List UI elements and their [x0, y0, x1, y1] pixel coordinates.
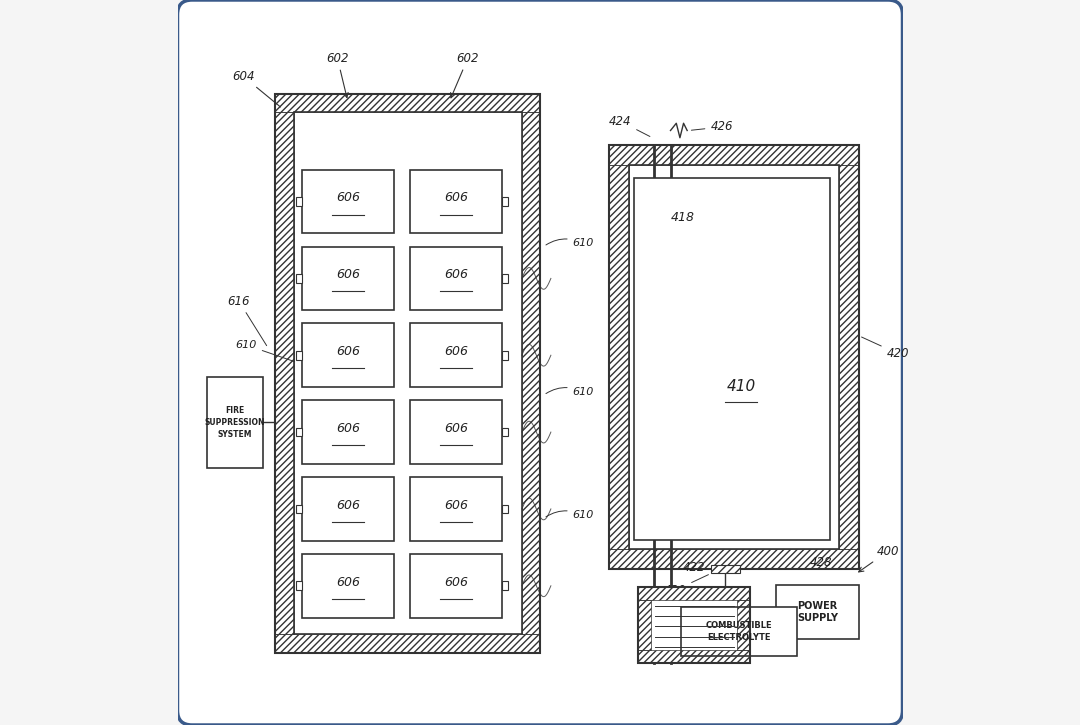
Bar	[502, 197, 508, 206]
Text: 430: 430	[664, 575, 708, 597]
Text: 606: 606	[444, 191, 469, 204]
FancyBboxPatch shape	[177, 0, 903, 725]
Text: 602: 602	[326, 51, 349, 98]
Bar	[302, 170, 394, 233]
Text: FIRE
SUPPRESSION
SYSTEM: FIRE SUPPRESSION SYSTEM	[204, 406, 265, 439]
Bar	[630, 165, 839, 549]
Text: 410: 410	[727, 378, 756, 394]
Bar	[294, 112, 522, 634]
Bar	[296, 197, 302, 206]
Bar	[638, 587, 751, 663]
Bar	[502, 274, 508, 283]
Bar	[410, 400, 502, 464]
Text: COMBUSTIBLE
ELECTROLYTE: COMBUSTIBLE ELECTROLYTE	[706, 621, 772, 642]
Bar	[638, 600, 651, 650]
Text: 606: 606	[336, 191, 361, 204]
Text: 604: 604	[232, 70, 281, 107]
Bar	[296, 428, 302, 436]
Text: 610: 610	[545, 239, 594, 249]
Bar	[206, 377, 264, 468]
Text: 606: 606	[444, 268, 469, 281]
Bar	[275, 112, 294, 634]
Bar	[609, 145, 859, 569]
Bar	[502, 351, 508, 360]
Bar	[638, 587, 751, 600]
Bar	[275, 634, 540, 652]
Text: 606: 606	[336, 499, 361, 512]
Bar	[638, 587, 751, 663]
Text: 606: 606	[336, 345, 361, 358]
Bar	[296, 505, 302, 513]
Text: 400: 400	[859, 544, 900, 572]
Bar	[296, 274, 302, 283]
Bar	[410, 323, 502, 387]
Bar	[609, 145, 859, 569]
Bar	[502, 505, 508, 513]
Bar	[502, 428, 508, 436]
Bar	[609, 549, 859, 569]
Text: 606: 606	[336, 422, 361, 435]
Text: 426: 426	[691, 120, 733, 133]
Bar	[775, 585, 859, 639]
Bar	[296, 351, 302, 360]
Bar	[302, 477, 394, 541]
Text: 420: 420	[862, 337, 909, 360]
Text: 610: 610	[545, 387, 594, 397]
Text: 610: 610	[235, 340, 295, 362]
Text: 422: 422	[683, 561, 705, 574]
Text: 424: 424	[609, 115, 650, 136]
Bar	[609, 165, 630, 549]
Bar	[839, 165, 859, 549]
Text: 610: 610	[545, 510, 594, 521]
Bar	[302, 400, 394, 464]
Bar	[275, 94, 540, 652]
Text: 616: 616	[228, 294, 267, 346]
Bar	[638, 650, 751, 663]
Bar	[410, 477, 502, 541]
Text: 606: 606	[336, 268, 361, 281]
Bar	[711, 565, 740, 573]
Bar	[522, 112, 540, 634]
Text: 432: 432	[800, 621, 848, 634]
Text: 418: 418	[671, 211, 694, 224]
Bar	[302, 323, 394, 387]
Bar	[302, 554, 394, 618]
Bar	[410, 170, 502, 233]
Bar	[634, 178, 831, 540]
Bar	[275, 94, 540, 652]
Text: 606: 606	[444, 576, 469, 589]
Bar	[609, 145, 859, 165]
Text: 428: 428	[810, 556, 833, 569]
Bar	[302, 247, 394, 310]
Text: 606: 606	[444, 422, 469, 435]
Bar	[681, 607, 797, 656]
Text: 602: 602	[450, 51, 480, 98]
Bar	[502, 581, 508, 590]
Bar	[738, 600, 751, 650]
Text: 606: 606	[444, 345, 469, 358]
Bar	[275, 94, 540, 112]
Text: POWER
SUPPLY: POWER SUPPLY	[797, 601, 838, 624]
Bar	[410, 554, 502, 618]
Text: 606: 606	[444, 499, 469, 512]
Bar	[296, 581, 302, 590]
Bar	[410, 247, 502, 310]
Text: 606: 606	[336, 576, 361, 589]
